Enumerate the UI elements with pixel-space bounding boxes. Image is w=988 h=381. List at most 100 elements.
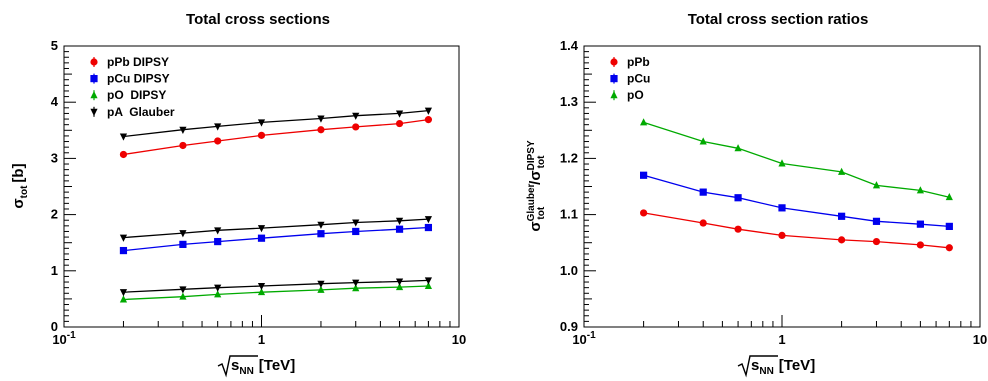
- y-tick-label: 0.9: [560, 319, 578, 334]
- data-point: [257, 225, 266, 233]
- data-point: [945, 222, 953, 231]
- data-point: [424, 216, 433, 224]
- data-point: [119, 133, 128, 141]
- data-point: [395, 110, 404, 118]
- data-point: [214, 237, 222, 246]
- data-point: [317, 285, 325, 293]
- y-tick-label: 0: [51, 319, 58, 334]
- data-point: [778, 204, 786, 212]
- sqrt-sign: [737, 355, 778, 378]
- y-axis-label: σtot[b]: [10, 163, 30, 208]
- data-point: [179, 292, 187, 300]
- svg-text:sNN[TeV]: sNN [TeV]: [751, 357, 815, 377]
- legend-marker: [90, 58, 98, 66]
- data-point: [214, 123, 222, 131]
- x-axis-label: sNN [TeV]: [737, 355, 815, 378]
- data-point: [352, 284, 360, 292]
- data-point: [872, 237, 881, 246]
- data-point: [119, 295, 128, 303]
- legend-label: pPb DIPSY: [107, 55, 169, 69]
- data-point: [424, 281, 433, 289]
- data-point: [317, 126, 325, 134]
- data-point: [214, 137, 222, 145]
- legend-marker: [610, 58, 618, 66]
- axes: 0.9 1.0 1.1 1.2 1.3 1.4 10-1 1 10: [560, 38, 987, 347]
- data-point: [699, 188, 707, 196]
- y-tick-label: 1.4: [560, 38, 579, 53]
- data-point: [945, 244, 953, 252]
- data-point: [119, 246, 128, 255]
- data-point: [214, 227, 222, 235]
- data-point: [214, 290, 222, 298]
- data-point: [778, 159, 786, 167]
- data-point: [119, 150, 128, 159]
- data-point: [352, 219, 360, 227]
- legend-label: pO: [627, 88, 644, 102]
- y-axis-label: σGlaubertot/σDIPSYtot: [526, 140, 547, 232]
- data-point: [317, 115, 325, 123]
- data-point: [640, 209, 648, 217]
- data-point: [424, 107, 433, 115]
- x-axis-label: sNN [TeV]: [217, 355, 295, 378]
- data-point: [395, 217, 404, 225]
- y-tick-label: 2: [51, 207, 58, 222]
- data-point: [352, 279, 360, 287]
- data-point: [257, 131, 266, 139]
- data-point: [395, 119, 404, 128]
- data-point: [734, 144, 742, 152]
- sqrt-sign: [217, 355, 258, 378]
- data-point: [179, 126, 187, 134]
- legend-label: pO DIPSY: [107, 88, 166, 102]
- data-point: [395, 282, 404, 291]
- data-point: [179, 286, 187, 294]
- data-point: [424, 277, 433, 285]
- data-point: [872, 217, 881, 225]
- data-point: [352, 112, 360, 120]
- data-point: [778, 231, 786, 239]
- data-point: [838, 236, 846, 244]
- data-point: [734, 194, 742, 202]
- legend: pPb pCu pO: [610, 55, 650, 102]
- x-tick-label: 1: [778, 332, 785, 347]
- data-point: [119, 289, 128, 297]
- data-point: [179, 230, 187, 238]
- y-tick-label: 1: [51, 263, 58, 278]
- chart-title: Total cross section ratios: [688, 11, 869, 28]
- series-line: [643, 121, 950, 198]
- series-line: [643, 174, 950, 228]
- series-line: [123, 226, 429, 252]
- data-point: [916, 220, 924, 228]
- data-point: [916, 186, 924, 194]
- data-point: [257, 234, 266, 242]
- data-point: [352, 227, 360, 236]
- data-point: [317, 221, 325, 229]
- y-tick-label: 1.0: [560, 263, 578, 278]
- series-line: [123, 118, 429, 156]
- series-line: [123, 285, 429, 301]
- x-tick-label: 10-1: [572, 330, 596, 347]
- data-point: [699, 219, 707, 227]
- legend-marker: [90, 75, 98, 83]
- legend-label: pA Glauber: [107, 105, 175, 119]
- series-line: [123, 109, 429, 138]
- series-group: [119, 107, 433, 303]
- series-group: [640, 118, 953, 252]
- data-point: [214, 284, 222, 292]
- series-line: [643, 212, 950, 249]
- x-tick-label: 10: [452, 332, 466, 347]
- series-line: [123, 218, 429, 239]
- data-point: [640, 118, 648, 126]
- data-point: [257, 282, 266, 291]
- data-point: [838, 167, 846, 175]
- x-tick-label: 1: [258, 332, 265, 347]
- y-tick-label: 3: [51, 150, 58, 165]
- chart-title: Total cross sections: [186, 11, 330, 28]
- x-tick-label: 10: [973, 332, 987, 347]
- data-point: [119, 234, 128, 242]
- x-tick-label: 10-1: [52, 330, 76, 347]
- series-line: [123, 279, 429, 293]
- data-point: [317, 280, 325, 288]
- data-point: [395, 225, 404, 233]
- data-point: [352, 123, 360, 131]
